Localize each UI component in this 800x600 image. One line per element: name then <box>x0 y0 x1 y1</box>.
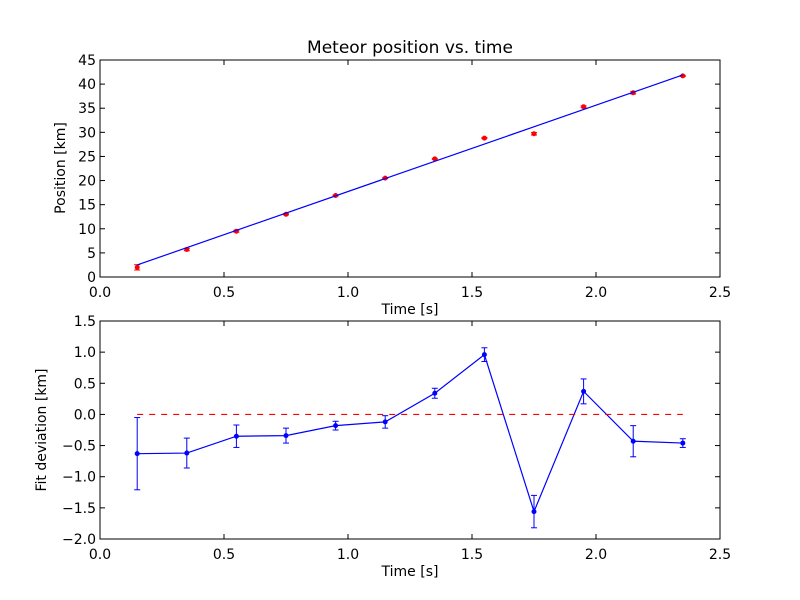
fit-line <box>137 74 683 266</box>
y-tick-label: 0 <box>87 270 96 286</box>
x-tick-label: 0.5 <box>213 547 235 563</box>
x-axis-label: Time [s] <box>381 302 439 318</box>
y-tick-label: 5 <box>87 246 96 262</box>
x-axis-label: Time [s] <box>381 564 439 580</box>
data-point <box>333 423 339 429</box>
x-tick-label: 2.0 <box>585 285 607 301</box>
y-tick-label: 25 <box>78 149 96 165</box>
deviation-marks <box>134 347 686 529</box>
data-point <box>283 433 289 439</box>
x-tick-label: 0.5 <box>213 285 235 301</box>
data-point <box>134 451 140 457</box>
position-marks <box>134 73 686 271</box>
x-tick-label: 2.5 <box>709 547 731 563</box>
y-tick-label: −0.5 <box>62 439 96 455</box>
y-tick-label: −1.0 <box>62 470 96 486</box>
data-point <box>581 388 587 394</box>
y-tick-label: −1.5 <box>62 501 96 517</box>
data-point <box>432 390 438 396</box>
chart-title: Meteor position vs. time <box>307 38 513 58</box>
x-tick-label: 1.0 <box>337 547 359 563</box>
data-point <box>581 104 587 110</box>
deviation-chart: 0.0 0.5 1.0 1.5 2.0 2.5 −2.0 −1.5 −1.0 −0.5 0.0 0.5… <box>34 314 731 580</box>
data-point <box>233 433 239 439</box>
x-tick-label: 0.0 <box>89 285 111 301</box>
data-point <box>680 440 686 446</box>
position-chart: Meteor position vs. time 0.0 0.5 1.0 1.5 2.0… <box>53 38 731 318</box>
data-point <box>531 509 537 515</box>
data-point <box>134 264 140 270</box>
y-axis-label: Fit deviation [km] <box>34 368 50 491</box>
y-tick-label: 20 <box>78 174 96 190</box>
data-point <box>531 131 537 137</box>
x-tick-label: 1.5 <box>461 547 483 563</box>
x-tick-label: 1.0 <box>337 285 359 301</box>
y-tick-label: 30 <box>78 125 96 141</box>
data-point <box>184 450 190 456</box>
x-tick-label: 1.5 <box>461 285 483 301</box>
y-tick-label: 0.5 <box>74 376 96 392</box>
y-tick-label: 40 <box>78 77 96 93</box>
deviation-line <box>137 353 683 514</box>
data-point <box>481 135 487 141</box>
data-point <box>630 438 636 444</box>
y-tick-label: 1.5 <box>74 314 96 330</box>
y-tick-label: 15 <box>78 198 96 214</box>
position-ticks: 0.0 0.5 1.0 1.5 2.0 2.5 0 5 10 15 20 25 30 35 40 45 <box>78 53 731 301</box>
plot-area-frame <box>99 59 721 278</box>
plot-area-frame <box>99 320 721 540</box>
data-point <box>481 352 487 358</box>
x-tick-label: 0.0 <box>89 547 111 563</box>
y-tick-label: 10 <box>78 222 96 238</box>
data-point <box>382 419 388 425</box>
y-tick-label: 45 <box>78 53 96 69</box>
y-axis-label: Position [km] <box>53 122 69 214</box>
deviation-ticks: 0.0 0.5 1.0 1.5 2.0 2.5 −2.0 −1.5 −1.0 −0.5 0.0 0.5… <box>62 314 731 563</box>
y-tick-label: 35 <box>78 101 96 117</box>
x-tick-label: 2.5 <box>709 285 731 301</box>
y-tick-label: 0.0 <box>74 407 96 423</box>
y-tick-label: −2.0 <box>62 532 96 548</box>
y-tick-label: 1.0 <box>74 345 96 361</box>
x-tick-label: 2.0 <box>585 547 607 563</box>
